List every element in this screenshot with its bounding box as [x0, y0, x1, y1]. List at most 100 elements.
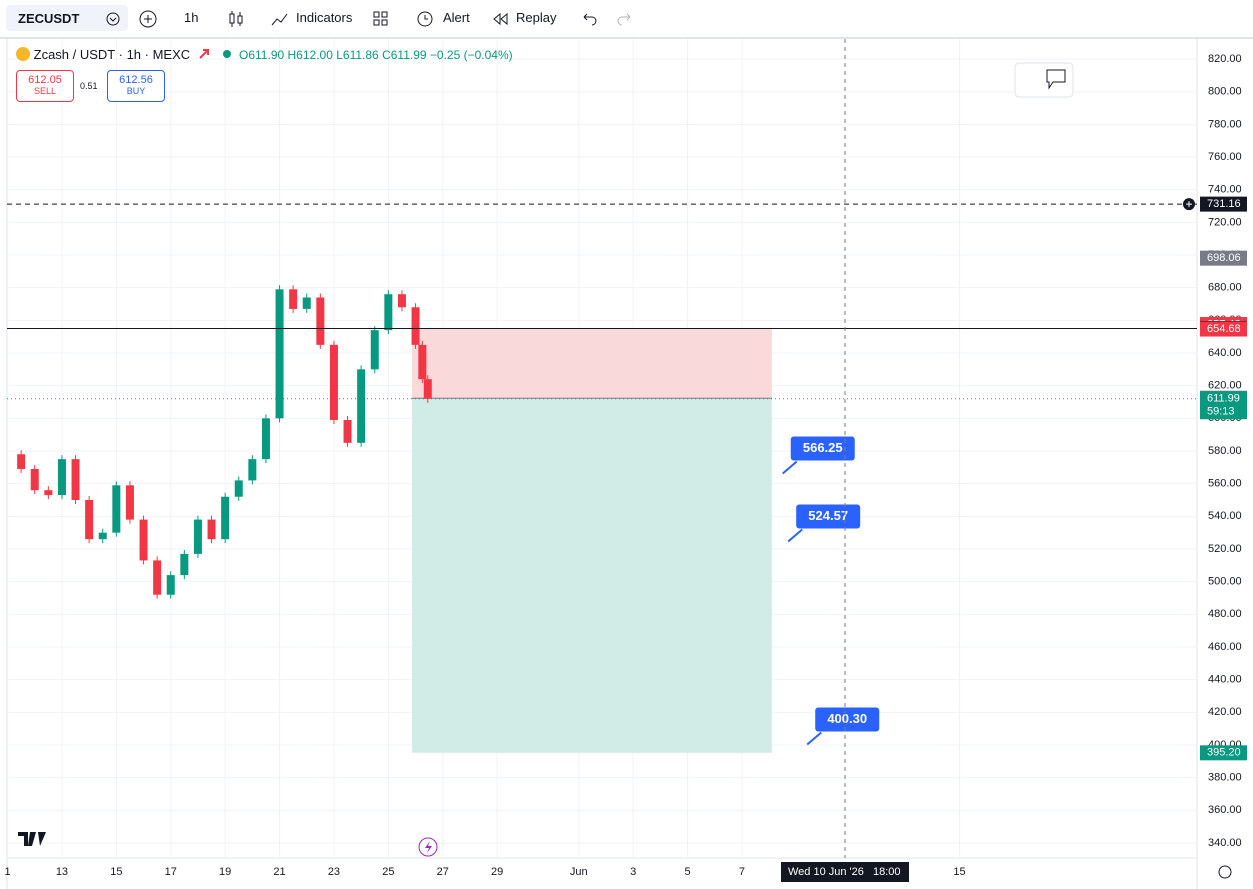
- candle: [302, 297, 311, 309]
- candle: [193, 519, 202, 554]
- callout: [815, 707, 880, 732]
- candle: [30, 468, 39, 491]
- x-tick-label: 3: [630, 866, 636, 878]
- layout-icon[interactable]: [372, 10, 390, 28]
- close: C611.99: [382, 48, 427, 62]
- x-tick-label: 13: [56, 866, 68, 878]
- y-tick-label: 360.00: [1208, 804, 1242, 816]
- event-icon[interactable]: [418, 837, 438, 857]
- candle: [153, 560, 162, 595]
- candle: [357, 369, 366, 443]
- sell-price[interactable]: 612.05: [28, 74, 62, 86]
- x-tick-label: 7: [739, 866, 745, 878]
- symbol[interactable]: ZECUSDT: [18, 11, 80, 26]
- price-chip-label: 395.20: [1207, 747, 1241, 759]
- countdown: 59:13: [1207, 406, 1235, 418]
- candle: [316, 297, 325, 345]
- candle: [248, 459, 257, 481]
- callout-label: 566.25: [803, 440, 843, 455]
- price-chip-label: 611.99: [1207, 393, 1240, 405]
- x-tick-label: 23: [328, 866, 340, 878]
- callout-label: 524.57: [808, 508, 848, 523]
- y-tick-label: 560.00: [1208, 478, 1242, 490]
- indicators[interactable]: Indicators: [296, 10, 353, 25]
- alert-icon[interactable]: [415, 8, 435, 28]
- y-tick-label: 520.00: [1208, 543, 1242, 555]
- y-tick-label: 420.00: [1208, 706, 1242, 718]
- replay[interactable]: Replay: [516, 10, 557, 25]
- y-tick-label: 340.00: [1208, 837, 1242, 849]
- x-tick-label: 17: [165, 866, 177, 878]
- replay-icon[interactable]: [491, 10, 509, 28]
- buy-label[interactable]: BUY: [126, 86, 146, 96]
- status-dot: [223, 50, 232, 58]
- price-chip-label: 654.68: [1207, 323, 1241, 335]
- candle: [166, 575, 175, 595]
- change: −0.25 (−0.04%): [429, 48, 513, 62]
- candle: [234, 480, 243, 497]
- candle: [180, 553, 189, 576]
- open: O611.90: [239, 48, 285, 62]
- y-tick-label: 720.00: [1208, 216, 1242, 228]
- logo: [18, 832, 46, 846]
- y-tick-label: 780.00: [1208, 118, 1242, 130]
- x-tick-label: 15: [953, 866, 965, 878]
- x-tick-label: 29: [491, 866, 503, 878]
- alert[interactable]: Alert: [443, 10, 470, 25]
- price-chip-label: 698.06: [1207, 252, 1241, 264]
- buy-price[interactable]: 612.56: [119, 74, 153, 86]
- plus-sign: [1186, 201, 1192, 208]
- callout-pointer: [806, 731, 822, 746]
- x-tick-label: 1: [4, 866, 10, 878]
- sell-label[interactable]: SELL: [33, 86, 57, 96]
- x-tick-label: 25: [382, 866, 394, 878]
- candle: [329, 344, 338, 420]
- comment-icon[interactable]: [1046, 69, 1066, 90]
- interval[interactable]: 1h: [184, 10, 199, 25]
- candle: [261, 418, 270, 460]
- x-tick-label: 27: [437, 866, 449, 878]
- y-tick-label: 740.00: [1208, 184, 1242, 196]
- candle: [289, 289, 298, 309]
- x-tick-label: Jun: [570, 866, 588, 878]
- y-tick-label: 800.00: [1208, 86, 1242, 98]
- add-icon[interactable]: [138, 9, 158, 29]
- buy-button[interactable]: 612.56 BUY: [107, 70, 165, 102]
- callout-pointer: [787, 528, 803, 543]
- candle: [397, 294, 406, 308]
- y-tick-label: 760.00: [1208, 151, 1242, 163]
- price-chip-label: 731.16: [1207, 198, 1241, 210]
- chart-type-icon[interactable]: [226, 9, 246, 29]
- y-tick-label: 680.00: [1208, 282, 1242, 294]
- candle: [411, 307, 420, 345]
- candle: [275, 289, 284, 419]
- floating-widget[interactable]: [1014, 62, 1074, 98]
- price-chip: [1200, 391, 1247, 420]
- coin-icon: [16, 47, 30, 61]
- y-tick-label: 460.00: [1208, 641, 1242, 653]
- sell-button[interactable]: 612.05 SELL: [16, 70, 74, 102]
- x-tick-label: 21: [273, 866, 285, 878]
- symbol-search[interactable]: ZECUSDT: [6, 5, 128, 31]
- toolbar: ZECUSDT 1h Indicators Alert Replay: [0, 0, 1253, 39]
- candle: [370, 330, 379, 370]
- undo-redo[interactable]: [580, 10, 640, 28]
- candle: [384, 294, 393, 331]
- exchange-icon: [199, 49, 209, 59]
- y-tick-label: 440.00: [1208, 674, 1242, 686]
- y-tick-label: 580.00: [1208, 445, 1242, 457]
- legend: Zcash / USDT · 1h · MEXC O611.90 H612.00…: [16, 47, 513, 62]
- candle: [85, 499, 94, 540]
- callout-label: 400.30: [827, 711, 867, 726]
- candle: [423, 379, 432, 399]
- crosshair-date: Wed 10 Jun '26: [788, 866, 864, 878]
- settings-icon[interactable]: [1218, 865, 1232, 879]
- price-chip: [1200, 745, 1247, 761]
- y-tick-label: 380.00: [1208, 772, 1242, 784]
- candle: [98, 532, 107, 540]
- candle: [44, 490, 53, 496]
- event-bolt: [425, 841, 432, 853]
- indicators-icon[interactable]: [270, 9, 290, 29]
- icon[interactable]: [104, 10, 122, 28]
